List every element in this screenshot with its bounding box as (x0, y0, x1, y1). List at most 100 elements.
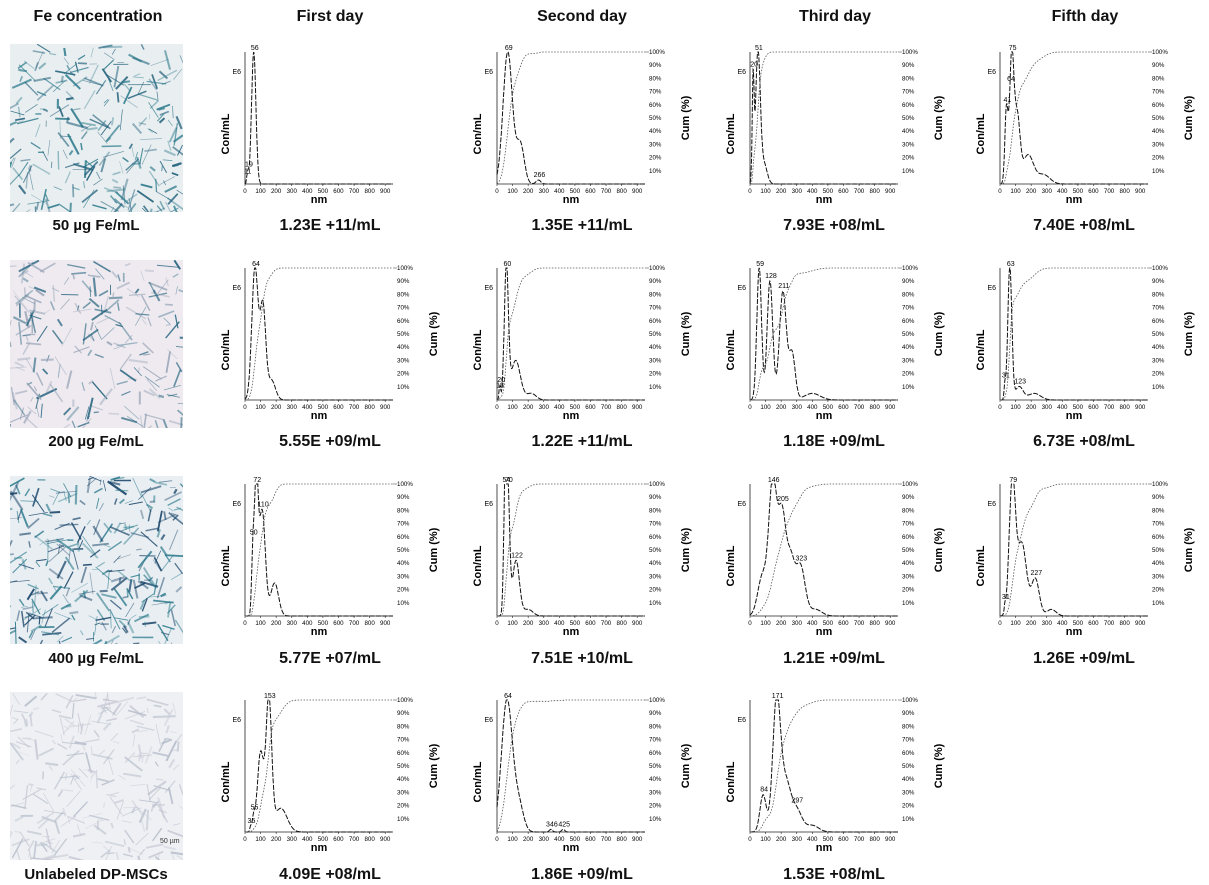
conc-r1-c0: 5.55E +09/mL (279, 433, 381, 450)
x-tick-label: 500 (570, 404, 581, 411)
cum-tick-label: 60% (1152, 102, 1165, 109)
cum-tick-label: 70% (1152, 521, 1165, 528)
cum-tick-label: 70% (1152, 89, 1165, 96)
cum-tick-label: 100% (397, 481, 413, 488)
x-tick-label: 800 (869, 836, 880, 843)
cum-tick-label: 10% (1152, 384, 1165, 391)
cum-tick-label: 90% (1152, 278, 1165, 285)
cum-tick-label: 80% (1152, 291, 1165, 298)
x-tick-label: 900 (632, 620, 643, 627)
y-axis-label: Con/mL (220, 545, 232, 586)
peak-label: 153 (264, 693, 276, 700)
size-curve (496, 51, 645, 185)
cum-tick-label: 30% (902, 789, 915, 796)
cum-tick-label: 40% (1152, 344, 1165, 351)
x-tick-label: 500 (570, 620, 581, 627)
cum-tick-label: 70% (649, 737, 662, 744)
size-chart-r1-c2: 0 100 200 300 400 500 600 700 800 900 nm Con/mL E6 10… (720, 252, 950, 430)
cum-tick-label: 10% (1152, 168, 1165, 175)
x-tick-label: 500 (318, 620, 329, 627)
x-tick-label: 900 (1135, 188, 1146, 195)
y2-axis-label: Cum (%) (933, 743, 945, 788)
x-tick-label: 700 (854, 836, 865, 843)
y2-axis-label: Cum (%) (933, 527, 945, 572)
cum-tick-label: 20% (649, 803, 662, 810)
cum-tick-label: 50% (649, 331, 662, 338)
cum-tick-label: 100% (649, 697, 665, 704)
peak-label: 128 (765, 273, 777, 280)
x-tick-label: 700 (601, 620, 612, 627)
x-tick-label: 300 (1042, 188, 1053, 195)
cum-tick-label: 50% (397, 547, 410, 554)
y-unit-label: E6 (232, 285, 241, 292)
x-tick-label: 100 (507, 188, 518, 195)
x-tick-label: 200 (523, 188, 534, 195)
x-tick-label: 800 (616, 404, 627, 411)
cum-tick-label: 10% (649, 384, 662, 391)
x-tick-label: 600 (838, 836, 849, 843)
micrograph-unlabeled (10, 692, 183, 860)
cum-tick-label: 60% (1152, 534, 1165, 541)
y2-axis-label: Cum (%) (1183, 95, 1195, 140)
cum-tick-label: 100% (649, 49, 665, 56)
cum-tick-label: 30% (649, 357, 662, 364)
cum-tick-label: 80% (902, 75, 915, 82)
x-tick-label: 600 (585, 188, 596, 195)
x-tick-label: 500 (823, 620, 834, 627)
peak-label: 55 (251, 804, 259, 811)
x-tick-label: 600 (585, 404, 596, 411)
peak-label: 59 (756, 261, 764, 268)
x-tick-label: 200 (776, 836, 787, 843)
cum-tick-label: 50% (902, 115, 915, 122)
y-axis-label: Con/mL (975, 113, 987, 154)
peak-label: 79 (1009, 477, 1017, 484)
x-tick-label: 0 (495, 836, 499, 843)
size-curve (245, 699, 393, 833)
peak-label: 20 (497, 377, 505, 384)
peak-label: 123 (1014, 378, 1026, 385)
cum-tick-label: 60% (397, 534, 410, 541)
x-tick-label: 700 (349, 620, 360, 627)
cumulative-curve (245, 699, 393, 833)
x-tick-label: 900 (632, 188, 643, 195)
peak-label: 20 (750, 61, 758, 68)
y-unit-label: E6 (737, 501, 746, 508)
x-tick-label: 100 (760, 620, 771, 627)
peak-label: 69 (505, 45, 513, 52)
y-axis-label: Con/mL (975, 329, 987, 370)
x-tick-label: 700 (601, 836, 612, 843)
x-tick-label: 900 (380, 836, 391, 843)
x-tick-label: 300 (539, 620, 550, 627)
peak-label: 110 (258, 501, 269, 508)
x-axis-label: nm (1066, 194, 1083, 206)
x-tick-label: 400 (807, 404, 818, 411)
x-tick-label: 400 (302, 188, 313, 195)
cum-tick-label: 40% (902, 344, 915, 351)
size-chart-r1-c3: 0 100 200 300 400 500 600 700 800 900 nm Con/mL E6 10… (970, 252, 1200, 430)
micrograph-200 (10, 260, 183, 428)
cum-tick-label: 80% (902, 291, 915, 298)
cum-tick-label: 10% (397, 600, 410, 607)
y-unit-label: E6 (484, 717, 493, 724)
cum-tick-label: 10% (649, 816, 662, 823)
size-chart-r1-c0: 0 100 200 300 400 500 600 700 800 900 nm Con/mL E6 10… (215, 252, 445, 430)
y-axis-label: Con/mL (472, 545, 484, 586)
size-curve (496, 699, 645, 833)
x-tick-label: 200 (776, 404, 787, 411)
x-tick-label: 0 (243, 620, 247, 627)
x-tick-label: 200 (776, 620, 787, 627)
peak-label: 297 (791, 798, 803, 805)
cum-tick-label: 30% (649, 141, 662, 148)
header-first-day: First day (296, 8, 364, 25)
x-tick-label: 700 (854, 620, 865, 627)
y2-axis-label: Cum (%) (680, 95, 692, 140)
scale-bar-label: 50 µm (160, 838, 180, 845)
cum-tick-label: 40% (902, 128, 915, 135)
cum-tick-label: 30% (397, 357, 410, 364)
y-unit-label: E6 (987, 69, 996, 76)
x-tick-label: 200 (776, 188, 787, 195)
x-axis-label: nm (563, 626, 580, 638)
x-tick-label: 400 (1057, 620, 1068, 627)
x-tick-label: 800 (616, 620, 627, 627)
peak-label: 64 (504, 693, 512, 700)
